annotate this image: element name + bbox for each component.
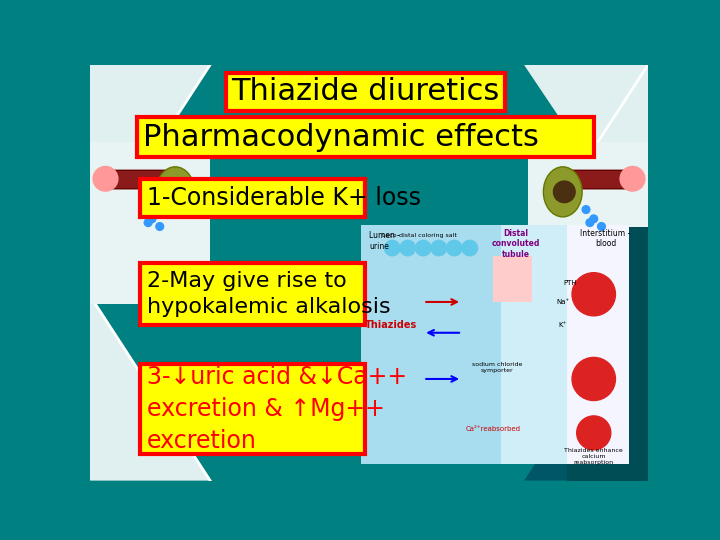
- Circle shape: [554, 181, 575, 202]
- Polygon shape: [524, 296, 648, 481]
- Circle shape: [156, 222, 163, 231]
- Circle shape: [163, 181, 184, 202]
- Text: PTH: PTH: [564, 280, 577, 286]
- Text: 1-Considerable K+ loss: 1-Considerable K+ loss: [147, 186, 420, 210]
- Circle shape: [415, 240, 431, 256]
- FancyBboxPatch shape: [568, 170, 635, 189]
- Text: sodium chloride
symporter: sodium chloride symporter: [472, 362, 522, 373]
- Text: K⁺: K⁺: [559, 322, 567, 328]
- Ellipse shape: [544, 167, 582, 217]
- FancyBboxPatch shape: [140, 179, 365, 217]
- FancyBboxPatch shape: [567, 226, 648, 481]
- Circle shape: [598, 222, 606, 231]
- FancyBboxPatch shape: [140, 363, 365, 455]
- Circle shape: [384, 240, 400, 256]
- Polygon shape: [524, 65, 648, 249]
- Circle shape: [144, 219, 152, 226]
- FancyBboxPatch shape: [103, 170, 170, 189]
- Text: Thiazide diuretics: Thiazide diuretics: [231, 77, 499, 106]
- FancyBboxPatch shape: [137, 117, 594, 157]
- Circle shape: [586, 219, 594, 226]
- Circle shape: [148, 215, 156, 222]
- FancyBboxPatch shape: [493, 256, 532, 302]
- Text: Interstitium -
blood: Interstitium - blood: [580, 229, 631, 248]
- Text: Distal
convoluted
tubule: Distal convoluted tubule: [492, 229, 541, 259]
- Circle shape: [572, 357, 616, 401]
- Text: 3-↓uric acid &↓Ca++
excretion & ↑Mg++
excretion: 3-↓uric acid &↓Ca++ excretion & ↑Mg++ ex…: [147, 366, 407, 453]
- Circle shape: [582, 206, 590, 213]
- FancyBboxPatch shape: [140, 264, 365, 325]
- Text: Loco-distal coloring salt: Loco-distal coloring salt: [382, 233, 456, 238]
- Ellipse shape: [156, 167, 194, 217]
- Text: 2-May give rise to
hypokalemic alkalosis: 2-May give rise to hypokalemic alkalosis: [147, 271, 390, 318]
- FancyBboxPatch shape: [90, 142, 210, 303]
- FancyBboxPatch shape: [528, 142, 648, 303]
- Polygon shape: [90, 65, 210, 249]
- Circle shape: [462, 240, 477, 256]
- FancyBboxPatch shape: [361, 225, 500, 464]
- Text: Thiazides enhance
calcium
reabsorption: Thiazides enhance calcium reabsorption: [564, 448, 623, 465]
- Text: Lumen -
urine: Lumen - urine: [369, 231, 400, 251]
- Text: Na⁺: Na⁺: [556, 299, 570, 305]
- Circle shape: [400, 240, 415, 256]
- Text: Thiazides: Thiazides: [365, 320, 418, 330]
- Circle shape: [572, 273, 616, 316]
- Circle shape: [446, 240, 462, 256]
- Circle shape: [620, 166, 645, 191]
- FancyBboxPatch shape: [225, 72, 505, 111]
- Polygon shape: [90, 296, 210, 481]
- Circle shape: [577, 416, 611, 450]
- FancyBboxPatch shape: [361, 225, 629, 464]
- Circle shape: [93, 166, 118, 191]
- Circle shape: [431, 240, 446, 256]
- Text: Pharmacodynamic effects: Pharmacodynamic effects: [143, 123, 539, 152]
- FancyBboxPatch shape: [567, 225, 629, 464]
- Text: Ca²⁺reabsorbed: Ca²⁺reabsorbed: [466, 426, 521, 432]
- Circle shape: [140, 206, 148, 213]
- Circle shape: [590, 215, 598, 222]
